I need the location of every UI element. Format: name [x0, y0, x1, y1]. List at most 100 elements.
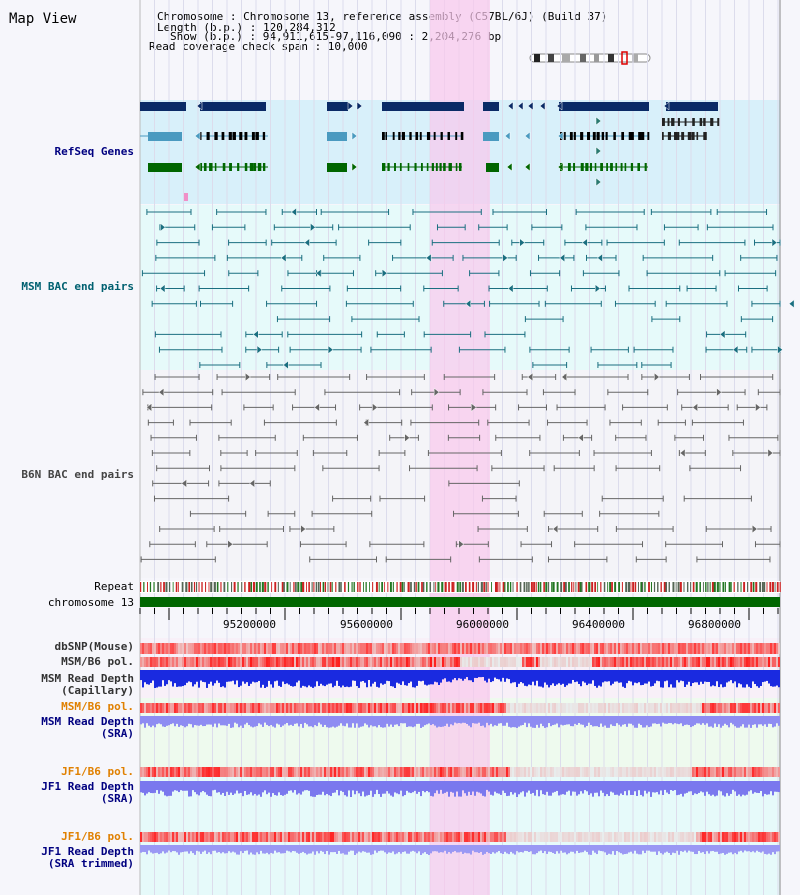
jf1-trim-depth-bar: [260, 845, 262, 851]
msm-sra-depth-bar: [304, 716, 306, 723]
dbsnp-cell: [762, 643, 764, 654]
msm-sra-depth-bar: [680, 716, 682, 724]
jf1-sra-depth-bar: [532, 781, 534, 793]
jf1-sra-depth-bar: [514, 781, 516, 793]
msm-cap-depth-bar: [224, 670, 226, 688]
jf1-trim-pol-cell: [374, 832, 376, 842]
msm-sra-pol-cell: [412, 703, 414, 713]
repeat-mark: [491, 582, 493, 592]
jf1-sra-depth-bar: [622, 781, 624, 795]
msm-sra-pol-cell: [430, 703, 432, 713]
jf1-trim-depth-bar: [592, 845, 594, 851]
dbsnp-label[interactable]: dbSNP(Mouse): [54, 640, 134, 653]
msm-cap-depth-bar: [316, 670, 318, 682]
jf1-pol-cell: [508, 767, 510, 777]
msm-bac-label[interactable]: MSM BAC end pairs: [21, 280, 134, 293]
jf1-trim-pol-cell: [532, 832, 534, 842]
msm-sra-depth-bar: [146, 716, 148, 724]
jf1-pol-cell: [468, 767, 470, 777]
jf1-trim-depth-bar: [542, 845, 544, 854]
jf1-trim-pol-cell: [342, 832, 344, 842]
msm-pol-cell: [560, 657, 562, 667]
msm-sra-depth-bar: [580, 716, 582, 725]
jf1-sra-depth-bar: [436, 781, 438, 791]
msm-cap-depth-bar: [428, 670, 430, 685]
jf1-trim-pol-cell: [304, 832, 306, 842]
jf1-trim-depth-bar: [304, 845, 306, 854]
msm-sra-pol-cell: [778, 703, 780, 713]
dbsnp-cell: [628, 643, 630, 654]
msm-sra-depth-bar: [350, 716, 352, 728]
jf1-trim-depth-bar: [394, 845, 396, 855]
jf1-pol-cell: [642, 767, 644, 777]
jf1-trim-depth-bar: [690, 845, 692, 852]
jf1-trim-depth-bar: [402, 845, 404, 853]
jf1-b6-pol-trim-label[interactable]: JF1/B6 pol.: [61, 830, 134, 843]
gene-exon: [641, 132, 645, 140]
jf1-sra-depth-bar: [400, 781, 402, 791]
jf1-pol-cell: [314, 767, 316, 777]
msm-cap-depth-bar: [564, 670, 566, 687]
jf1-trim-depth-bar: [646, 845, 648, 851]
jf1-depth-trim-label-1[interactable]: JF1 Read Depth: [41, 845, 134, 858]
jf1-b6-pol-label[interactable]: JF1/B6 pol.: [61, 765, 134, 778]
msm-pol-cell: [752, 657, 754, 667]
msm-cap-depth-bar: [622, 670, 624, 687]
dbsnp-cell: [368, 643, 370, 654]
msm-sra-depth-bar: [224, 716, 226, 726]
msm-depth-cap-label-1[interactable]: MSM Read Depth: [41, 672, 134, 685]
msm-sra-pol-cell: [220, 703, 222, 713]
jf1-sra-depth-bar: [634, 781, 636, 792]
jf1-trim-pol-cell: [632, 832, 634, 842]
jf1-depth-sra-label-1[interactable]: JF1 Read Depth: [41, 780, 134, 793]
msm-pol-cell: [624, 657, 626, 667]
dbsnp-cell: [696, 643, 698, 654]
msm-pol-cell: [336, 657, 338, 667]
refseq-genes-label[interactable]: RefSeq Genes: [54, 145, 134, 158]
jf1-trim-pol-cell: [296, 832, 298, 842]
msm-sra-depth-bar: [178, 716, 180, 727]
dbsnp-cell: [404, 643, 406, 654]
msm-b6-pol-sra-label[interactable]: MSM/B6 pol.: [61, 700, 134, 713]
jf1-pol-cell: [392, 767, 394, 777]
jf1-trim-pol-cell: [162, 832, 164, 842]
msm-sra-pol-cell: [254, 703, 256, 713]
msm-cap-depth-bar: [514, 670, 516, 683]
msm-pol-cell: [488, 657, 490, 667]
msm-cap-depth-bar: [420, 670, 422, 682]
msm-cap-depth-bar: [372, 670, 374, 684]
msm-b6-pol-label[interactable]: MSM/B6 pol.: [61, 655, 134, 668]
dbsnp-cell: [724, 643, 726, 654]
jf1-sra-depth-bar: [316, 781, 318, 796]
jf1-sra-depth-bar: [318, 781, 320, 795]
jf1-sra-depth-bar: [578, 781, 580, 795]
msm-depth-sra-label-1[interactable]: MSM Read Depth: [41, 715, 134, 728]
msm-sra-depth-bar: [448, 716, 450, 727]
msm-sra-depth-bar: [270, 716, 272, 726]
msm-sra-depth-bar: [320, 716, 322, 725]
msm-cap-depth-bar: [246, 670, 248, 683]
msm-pol-cell: [244, 657, 246, 667]
jf1-trim-depth-bar: [548, 845, 550, 852]
msm-cap-depth-bar: [204, 670, 206, 683]
msm-sra-pol-cell: [554, 703, 556, 713]
jf1-pol-cell: [590, 767, 592, 777]
msm-pol-cell: [338, 657, 340, 667]
msm-sra-pol-cell: [318, 703, 320, 713]
jf1-trim-depth-bar: [418, 845, 420, 852]
jf1-sra-depth-bar: [706, 781, 708, 792]
gene-exon: [214, 132, 218, 140]
msm-pol-cell: [326, 657, 328, 667]
b6n-bac-pair: [767, 448, 774, 458]
jf1-trim-depth-bar: [712, 845, 714, 851]
jf1-sra-depth-bar: [448, 781, 450, 797]
msm-cap-depth-bar: [408, 670, 410, 684]
jf1-trim-pol-cell: [198, 832, 200, 842]
jf1-sra-depth-bar: [386, 781, 388, 792]
msm-sra-depth-bar: [732, 716, 734, 725]
msm-sra-depth-bar: [240, 716, 242, 726]
b6n-bac-label[interactable]: B6N BAC end pairs: [21, 468, 134, 481]
repeat-mark: [277, 582, 279, 592]
jf1-trim-depth-bar: [750, 845, 752, 853]
